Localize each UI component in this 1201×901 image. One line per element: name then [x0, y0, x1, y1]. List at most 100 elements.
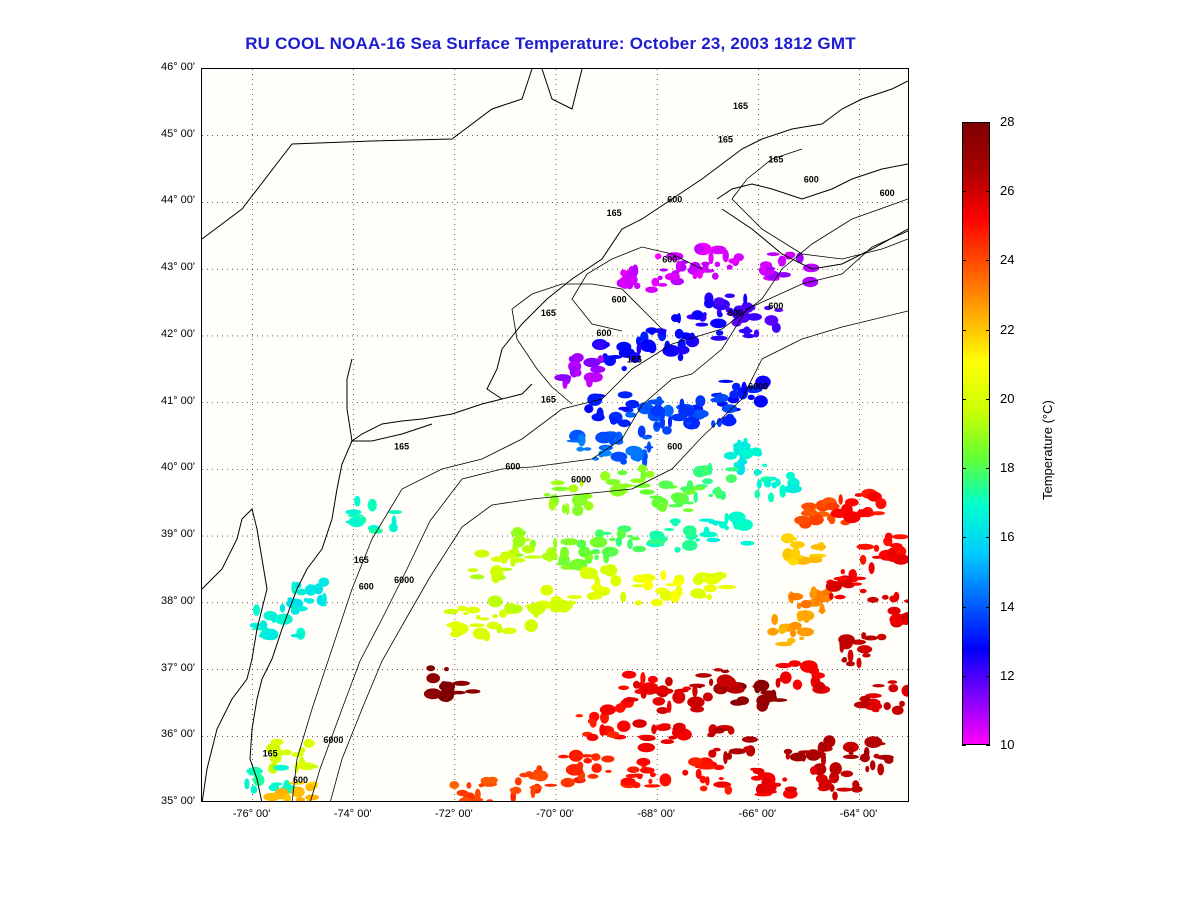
- isobath-label: 165: [541, 395, 556, 405]
- sst-pixel-cluster: [851, 576, 867, 581]
- sst-pixel-cluster: [796, 602, 802, 610]
- sst-pixel-cluster: [668, 735, 678, 740]
- sst-pixel-cluster: [633, 680, 640, 689]
- sst-pixel-cluster: [259, 620, 268, 631]
- coastline-gulf-of-maine: [501, 69, 908, 350]
- sst-pixel-cluster: [741, 736, 758, 743]
- sst-pixel-cluster: [426, 673, 440, 684]
- sst-pixel-cluster: [851, 785, 863, 793]
- sst-pixel-cluster: [586, 733, 599, 742]
- colorbar-tick-mark: [986, 606, 990, 608]
- sst-pixel-cluster: [825, 502, 840, 511]
- sst-pixel-cluster: [696, 471, 707, 477]
- sst-pixel-cluster: [304, 584, 317, 596]
- sst-pixel-cluster: [576, 539, 587, 549]
- sst-pixel-cluster: [659, 268, 668, 272]
- sst-pixel-cluster: [640, 339, 656, 353]
- sst-pixel-cluster: [595, 431, 613, 444]
- isobath-label: 600: [293, 775, 308, 785]
- sst-pixel-cluster: [566, 439, 584, 443]
- sst-pixel-cluster: [764, 315, 779, 326]
- sst-pixel-cluster: [800, 660, 818, 673]
- lat-tick-label: 42° 00': [160, 327, 195, 340]
- sst-pixel-cluster: [844, 498, 859, 507]
- sst-pixel-cluster: [702, 692, 713, 702]
- sst-pixel-cluster: [659, 723, 671, 728]
- sst-pixel-cluster: [775, 641, 793, 647]
- sst-pixel-cluster: [549, 602, 564, 613]
- sst-pixel-cluster: [651, 277, 660, 287]
- sst-pixel-cluster: [457, 605, 468, 612]
- sst-pixel-cluster: [529, 785, 543, 790]
- sst-pixel-cluster: [620, 591, 627, 603]
- sst-pixel-cluster: [776, 272, 791, 278]
- sst-pixel-cluster: [693, 574, 704, 586]
- sst-pixel-cluster: [630, 536, 641, 541]
- sst-pixel-cluster: [833, 576, 850, 581]
- sst-pixel-cluster: [291, 752, 304, 758]
- colorbar-tick-mark: [962, 606, 966, 608]
- sst-pixel-cluster: [783, 748, 793, 755]
- sst-pixel-cluster: [810, 586, 818, 599]
- sst-pixel-cluster: [510, 786, 522, 795]
- isobath-label: 600: [505, 461, 520, 471]
- colorbar-tick-label: 18: [1000, 460, 1015, 476]
- colorbar-tick-mark: [962, 122, 966, 123]
- sst-pixel-cluster: [729, 390, 740, 399]
- sst-pixel-cluster: [660, 739, 675, 745]
- sst-pixel-cluster: [650, 405, 665, 417]
- sst-pixel-cluster: [656, 396, 663, 407]
- isobath-label: 6000: [748, 381, 768, 391]
- sst-pixel-cluster: [717, 584, 736, 590]
- sst-pixel-cluster: [777, 255, 787, 267]
- sst-pixel-cluster: [670, 492, 686, 502]
- isobath-label: 165: [768, 154, 783, 164]
- sst-pixel-cluster: [703, 584, 717, 593]
- coastline-cape-cod: [421, 348, 533, 420]
- sst-pixel-cluster: [528, 602, 546, 615]
- sst-pixel-cluster: [619, 276, 632, 289]
- sst-pixel-cluster: [820, 754, 826, 760]
- sst-pixel-cluster: [675, 345, 690, 355]
- sst-pixel-cluster: [303, 738, 315, 749]
- sst-pixel-cluster: [743, 746, 752, 751]
- sst-pixel-cluster: [634, 282, 641, 289]
- sst-pixel-cluster: [859, 554, 867, 565]
- sst-pixel-cluster: [753, 395, 768, 408]
- sst-pixel-cluster: [568, 749, 584, 762]
- sst-pixel-cluster: [605, 769, 612, 773]
- sst-pixel-cluster: [474, 788, 481, 801]
- isobath-label: 165: [394, 441, 409, 451]
- sst-pixel-cluster: [449, 631, 462, 638]
- sst-pixel-cluster: [625, 399, 640, 409]
- lat-tick-label: 46° 00': [160, 61, 195, 73]
- sst-pixel-cluster: [644, 784, 661, 788]
- sst-pixel-cluster: [829, 762, 842, 776]
- sst-pixel-cluster: [777, 626, 787, 634]
- sst-pixel-cluster: [446, 623, 455, 628]
- lat-tick-label: 44° 00': [160, 194, 195, 207]
- sst-pixel-cluster: [713, 728, 729, 731]
- sst-pixel-cluster: [799, 636, 805, 641]
- sst-pixel-cluster: [525, 771, 534, 777]
- sst-pixel-cluster: [465, 606, 481, 614]
- sst-pixel-cluster: [747, 394, 755, 400]
- isobath-label: 165: [627, 355, 642, 365]
- sst-pixel-cluster: [636, 757, 651, 767]
- sst-pixel-cluster: [731, 382, 741, 391]
- colorbar-tick-label: 28: [1000, 114, 1015, 129]
- sst-pixel-cluster: [724, 293, 735, 299]
- sst-pixel-cluster: [499, 609, 508, 618]
- sst-pixel-cluster: [784, 484, 802, 494]
- sst-pixel-cluster: [590, 365, 606, 373]
- sst-pixel-cluster: [888, 684, 899, 693]
- sst-pixel-cluster: [514, 777, 522, 786]
- sst-pixel-cluster: [682, 769, 689, 776]
- sst-pixel-cluster: [649, 495, 663, 500]
- sst-pixel-cluster: [733, 461, 740, 469]
- sst-pixel-cluster: [767, 627, 779, 636]
- sst-pixel-cluster: [682, 686, 692, 691]
- sst-pixel-cluster: [716, 417, 723, 428]
- sst-pixel-cluster: [608, 355, 623, 359]
- sst-pixel-cluster: [891, 534, 908, 540]
